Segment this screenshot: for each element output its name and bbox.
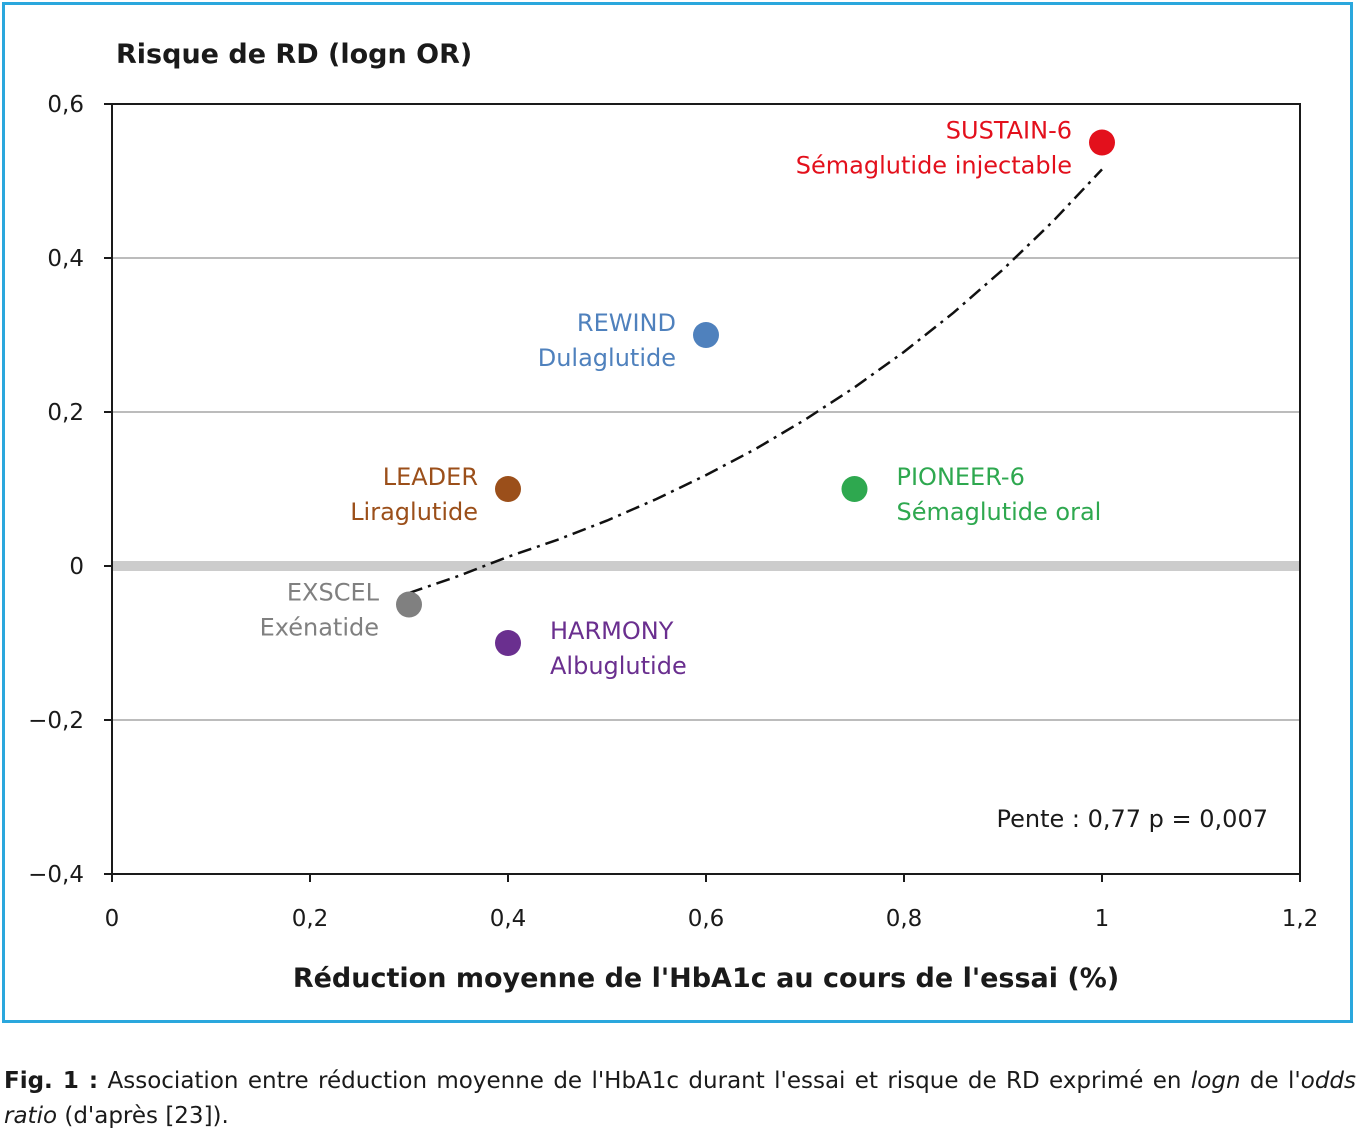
caption-label: Fig. 1 : — [4, 1068, 99, 1094]
point-label-drug: Liraglutide — [350, 498, 478, 526]
figure-frame — [2, 2, 1353, 1023]
point-label-trial: SUSTAIN-6 — [946, 117, 1072, 145]
y-tick-label: −0,2 — [28, 708, 84, 734]
x-tick-label: 0,6 — [688, 906, 725, 932]
x-tick-label: 1 — [1095, 906, 1110, 932]
point-label-trial: PIONEER-6 — [897, 463, 1025, 491]
x-tick-label: 0,2 — [292, 906, 329, 932]
figure-caption: Fig. 1 : Association entre réduction moy… — [4, 1064, 1356, 1134]
point-label-trial: EXSCEL — [287, 579, 380, 607]
caption-text-3: (d'après [23]). — [57, 1103, 229, 1129]
x-axis-title: Réduction moyenne de l'HbA1c au cours de… — [293, 963, 1119, 994]
point-label-trial: LEADER — [383, 463, 478, 491]
plot-frame — [111, 103, 1301, 875]
y-tick-label: 0,6 — [47, 92, 84, 118]
x-tick-label: 1,2 — [1282, 906, 1319, 932]
y-tick-label: 0,4 — [47, 246, 84, 272]
data-point — [1089, 129, 1115, 156]
point-label-trial: HARMONY — [550, 617, 674, 645]
trend-line — [408, 168, 1103, 595]
caption-italic-2: odds ratio — [4, 1068, 1357, 1129]
points-layer: SUSTAIN-6 Sémaglutide injectable REWIND Dul… — [260, 117, 1115, 680]
point-label-trial: REWIND — [577, 309, 676, 337]
x-tick-label: 0,8 — [886, 906, 923, 932]
point-label-drug: Albuglutide — [550, 652, 687, 680]
caption-text-2: de l' — [1240, 1068, 1301, 1094]
x-tick-label: 0,4 — [490, 906, 527, 932]
caption-italic-1: logn — [1190, 1068, 1241, 1094]
data-point — [495, 630, 521, 656]
y-tick-label: 0,2 — [47, 400, 84, 426]
slope-annotation: Pente : 0,77 p = 0,007 — [997, 805, 1269, 833]
caption-text-1: Association entre réduction moyenne de l… — [98, 1068, 1191, 1094]
scatter-chart: 0,6 0,4 0,2 0 −0,2 −0,4 0 0,2 0,4 0,6 0,8 1 1,2 SUST… — [28, 39, 1318, 994]
y-axis-title: Risque de RD (logn OR) — [116, 39, 472, 70]
y-tick-label: 0 — [69, 554, 84, 580]
data-point — [693, 322, 719, 348]
data-point — [396, 591, 422, 618]
grid-layer — [112, 103, 1300, 875]
x-tick-label: 0 — [105, 906, 120, 932]
point-label-drug: Sémaglutide injectable — [796, 152, 1072, 180]
y-tick-label: −0,4 — [28, 862, 84, 888]
point-label-drug: Exénatide — [260, 614, 379, 642]
ticks-layer: 0,6 0,4 0,2 0 −0,2 −0,4 0 0,2 0,4 0,6 0,8 1 1,2 — [28, 92, 1318, 932]
data-point — [841, 476, 868, 502]
point-label-drug: Sémaglutide oral — [897, 498, 1102, 526]
data-point — [495, 476, 521, 502]
point-label-drug: Dulaglutide — [538, 344, 676, 372]
